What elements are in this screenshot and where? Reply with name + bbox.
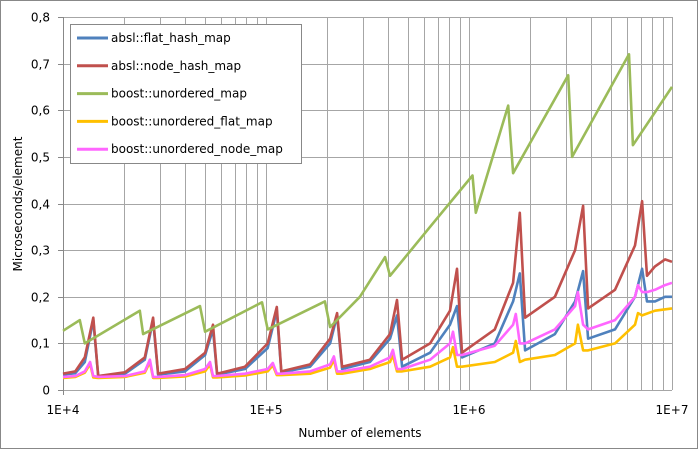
x-tick-label: 1E+7 bbox=[656, 403, 689, 417]
legend-label: boost::unordered_flat_map bbox=[111, 114, 273, 128]
y-tick-label: 0,2 bbox=[31, 291, 50, 305]
y-tick-label: 0 bbox=[42, 384, 50, 398]
series-line-absl-node-hash-map bbox=[62, 199, 673, 378]
y-tick-label: 0,4 bbox=[31, 198, 50, 212]
legend-box bbox=[70, 24, 302, 164]
x-tick-label: 1E+4 bbox=[47, 403, 80, 417]
x-tick-label: 1E+6 bbox=[453, 403, 486, 417]
legend-label: absl::flat_hash_map bbox=[111, 31, 231, 45]
legend: absl::flat_hash_mapabsl::node_hash_mapbo… bbox=[70, 24, 302, 164]
legend-label: boost::unordered_map bbox=[111, 87, 247, 101]
legend-label: boost::unordered_node_map bbox=[111, 142, 283, 156]
legend-label: absl::node_hash_map bbox=[111, 59, 241, 73]
y-tick-label: 0,1 bbox=[31, 337, 50, 351]
y-axis-ticks: 0 0,1 0,2 0,3 0,4 0,5 0,6 0,7 0,8 bbox=[31, 11, 64, 398]
series-lines bbox=[62, 52, 674, 380]
y-tick-label: 0,3 bbox=[31, 244, 50, 258]
series-line-boost-unordered-node-map bbox=[62, 281, 673, 379]
y-tick-label: 0,8 bbox=[31, 11, 50, 25]
series-line-boost-unordered-map bbox=[62, 52, 674, 345]
x-axis-label: Number of elements bbox=[298, 426, 421, 440]
y-tick-label: 0,7 bbox=[31, 58, 50, 72]
y-tick-label: 0,5 bbox=[31, 151, 50, 165]
x-tick-label: 1E+5 bbox=[250, 403, 283, 417]
x-axis-ticks: 1E+4 1E+5 1E+6 1E+7 bbox=[47, 403, 689, 417]
y-tick-label: 0,6 bbox=[31, 104, 50, 118]
y-axis-label: Microseconds/element bbox=[11, 136, 25, 271]
